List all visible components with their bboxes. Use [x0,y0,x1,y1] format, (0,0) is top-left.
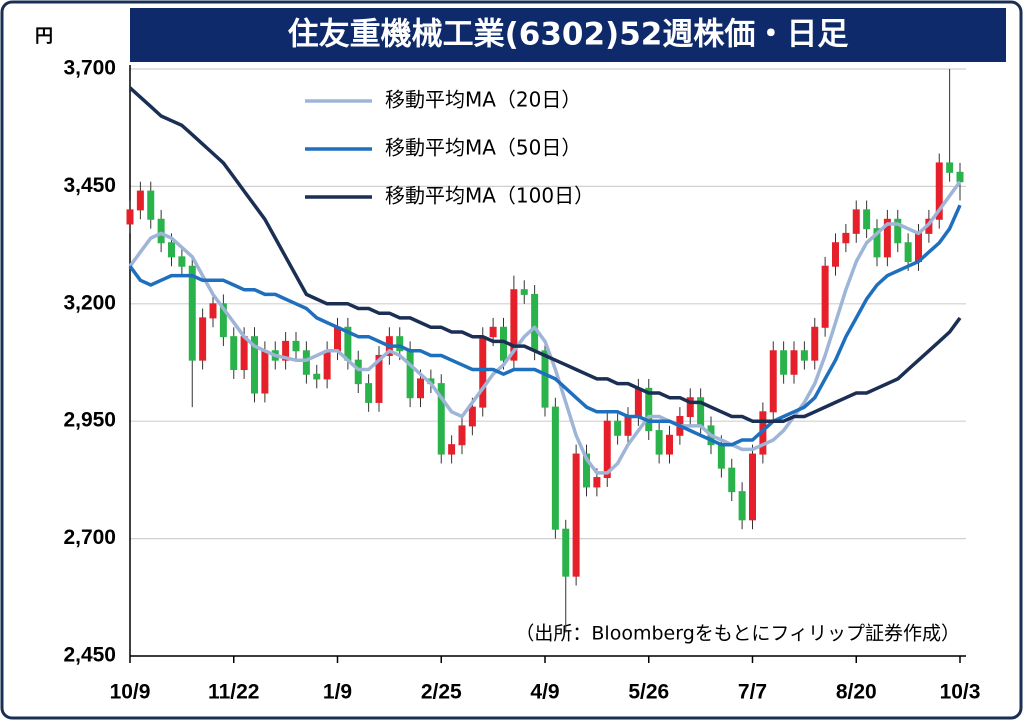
candle-body [842,232,850,244]
candle-body [562,528,570,577]
candle-body [852,209,860,234]
candle-body [728,467,736,493]
y-tick-label: 3,450 [63,174,116,197]
x-tick-label: 10/9 [110,681,151,704]
candle-body [904,242,912,263]
candle-body [863,209,871,230]
candle-body [873,228,881,258]
candle-body [666,434,673,455]
candle-body [251,336,258,394]
candle-body [282,340,290,361]
candle-body [883,218,891,258]
candle-body [479,336,487,408]
candle-body [323,350,331,380]
legend-label: 移動平均MA（20日） [385,88,581,112]
candle-body [406,350,414,399]
candle-body [541,350,549,408]
candle-body [199,317,207,361]
title-bar [130,8,1006,62]
candle-body [821,265,829,328]
candle-body [935,162,943,220]
candle-body [302,350,310,375]
candle-body [894,218,902,244]
candle-body [749,453,756,521]
x-tick-label: 7/7 [738,681,767,704]
candle-body [717,444,725,469]
candle-body [126,209,134,225]
candle-body [583,453,590,488]
y-tick-label: 2,700 [63,526,116,549]
candle-body [551,406,559,530]
candle-body [572,453,580,577]
candle-body [645,387,653,432]
candle-body [365,383,373,403]
chart-title: 住友重機械工業(6302)52週株価・日足 [288,17,849,53]
candle-body [624,416,632,436]
candle-body [168,242,175,258]
candle-body [811,326,819,361]
candle-body [292,340,300,352]
y-tick-label: 3,700 [63,57,116,80]
legend-label: 移動平均MA（100日） [385,184,594,208]
candle-body [448,444,456,455]
candle-body [178,256,186,267]
candle-body [655,430,663,455]
candle-body [437,383,445,455]
candle-body [458,425,466,446]
candle-body [832,242,839,267]
candle-body [800,350,808,361]
candle-body [956,171,964,183]
x-tick-label: 11/22 [208,681,259,704]
candle-body [946,162,954,173]
candle-body [489,326,497,338]
candle-body [230,336,238,371]
candle-body [614,420,622,436]
candle-body [738,491,746,521]
legend-label: 移動平均MA（50日） [385,136,581,160]
candle-body [188,265,196,361]
y-tick-label: 3,200 [63,291,116,314]
x-tick-label: 8/20 [836,681,877,704]
source: （出所：Bloombergをもとにフィリップ証券作成） [515,623,960,645]
candle-body [375,354,383,403]
y-tick-label: 2,950 [63,409,116,432]
candle-body [261,350,269,394]
ma-line [128,180,962,475]
candle-body [396,336,404,352]
candle-body [157,218,165,244]
candle-body [520,289,528,295]
y-unit: 円 [35,26,53,47]
x-tick-label: 10/3 [940,681,981,704]
y-tick-label: 2,450 [63,644,116,667]
candle-body [209,303,217,319]
candle-body [240,336,248,371]
candle-body [147,190,155,220]
candle-body [136,190,144,211]
candle-body [780,350,788,375]
candle-body [417,378,424,399]
x-tick-label: 1/9 [323,681,352,704]
candle-body [219,303,227,338]
candle-body [790,350,798,375]
candle-body [468,406,476,427]
candle-body [354,359,362,385]
x-tick-label: 5/26 [628,681,669,704]
candle-body [769,350,777,413]
candle-body [593,477,601,488]
x-tick-label: 2/25 [421,681,462,704]
ma-line [128,86,962,423]
candle-body [686,397,694,418]
candle-body [603,420,611,479]
ma-line [128,204,962,447]
candle-body [531,293,539,352]
candle-body [334,326,341,352]
x-tick-label: 4/9 [530,681,559,704]
candle-body [634,387,642,418]
candle-body [510,289,518,361]
candle-body [313,373,321,380]
